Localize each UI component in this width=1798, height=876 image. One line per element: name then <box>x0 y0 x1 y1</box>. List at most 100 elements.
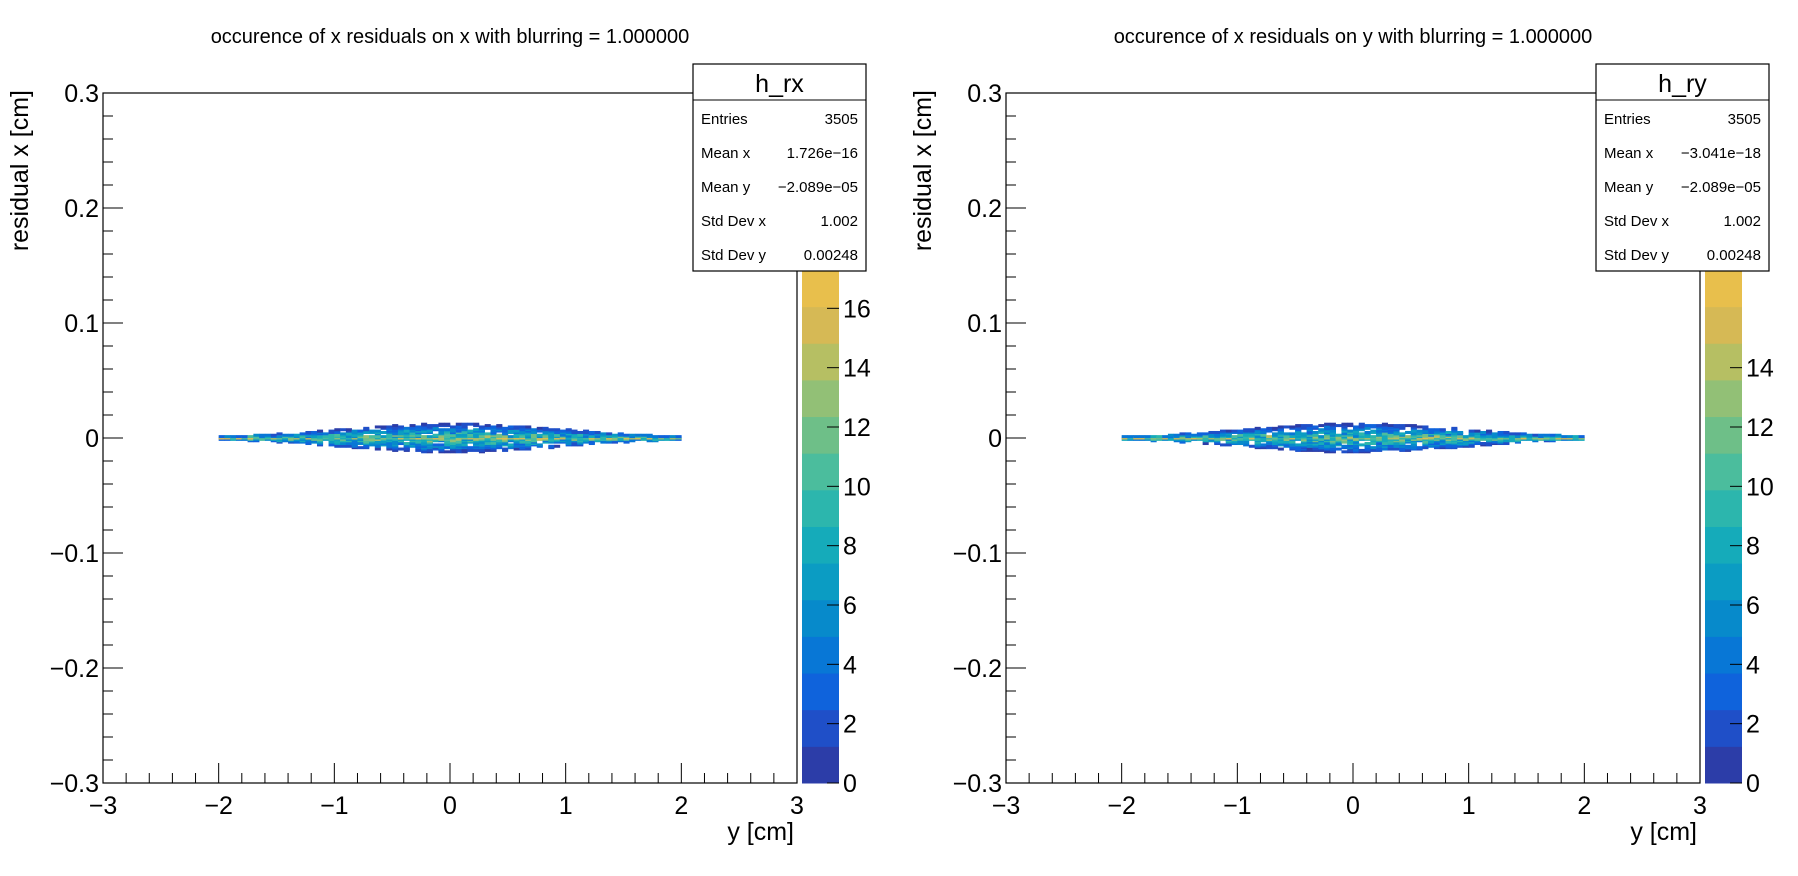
heatmap-cell <box>1162 435 1169 439</box>
heatmap-cell <box>421 442 428 446</box>
heatmap-cell <box>496 446 503 450</box>
heatmap-cell <box>1139 435 1146 439</box>
heatmap-cell <box>1393 424 1400 428</box>
heatmap-cell <box>536 433 543 437</box>
heatmap-cell <box>1202 435 1209 439</box>
colorbar-segment <box>1705 526 1742 564</box>
colorbar-tick-label: 12 <box>843 414 871 442</box>
heatmap-cell <box>438 443 445 447</box>
heatmap-cell <box>502 432 509 436</box>
heatmap-cell <box>299 432 306 436</box>
heatmap-cell <box>438 422 445 426</box>
heatmap-cell <box>438 435 445 439</box>
colorbar-segment <box>802 343 839 381</box>
heatmap-cell <box>1445 444 1452 448</box>
heatmap-cell <box>1358 443 1365 447</box>
heatmap-cell <box>1231 435 1238 439</box>
heatmap-cell <box>542 430 549 434</box>
heatmap-cell <box>1295 424 1302 428</box>
heatmap-cell <box>1520 432 1527 436</box>
colorbar-segment <box>1705 453 1742 491</box>
heatmap-cell <box>363 426 370 430</box>
stats-value: −2.089e−05 <box>778 179 858 196</box>
heatmap-cell <box>1347 429 1354 433</box>
colorbar-tick-label: 4 <box>843 651 857 679</box>
heatmap-cell <box>1497 430 1504 434</box>
heatmap-cell <box>340 432 347 436</box>
heatmap-cell <box>438 446 445 450</box>
heatmap-cell <box>1555 433 1562 437</box>
heatmap-cell <box>218 435 225 439</box>
heatmap-cell <box>397 447 405 451</box>
heatmap-cell <box>455 443 462 447</box>
heatmap-cell <box>1364 430 1371 434</box>
heatmap-cell <box>1179 432 1186 436</box>
heatmap-cell <box>1248 428 1255 432</box>
colorbar-segment <box>802 563 839 601</box>
heatmap-cell <box>316 429 324 433</box>
heatmap-cell <box>1219 429 1227 433</box>
heatmap-cell <box>1410 424 1417 428</box>
heatmap-cell <box>473 448 480 452</box>
heatmap-cell <box>467 422 474 426</box>
y-tick-label: −0.3 <box>50 770 99 798</box>
heatmap-cell <box>1457 435 1464 439</box>
heatmap-cell <box>363 444 370 448</box>
heatmap-cell <box>1324 444 1331 448</box>
heatmap-cell <box>588 430 595 434</box>
heatmap-cell <box>611 433 619 437</box>
heatmap-cell <box>450 442 457 446</box>
heatmap-cell <box>1225 429 1232 433</box>
heatmap-cell <box>484 448 491 452</box>
heatmap-cell <box>1289 443 1296 447</box>
colorbar-segment <box>1705 379 1742 418</box>
heatmap-cell <box>1381 422 1388 426</box>
heatmap-cell <box>467 429 474 433</box>
heatmap-cell <box>1260 433 1267 437</box>
heatmap-cell <box>1283 425 1290 429</box>
heatmap-cell <box>1439 428 1446 432</box>
heatmap-cell <box>484 426 491 430</box>
colorbar-segment <box>802 709 839 747</box>
heatmap-cell <box>345 432 352 436</box>
heatmap-cell <box>502 426 509 430</box>
heatmap-cell <box>345 428 352 432</box>
heatmap-cell <box>461 443 468 447</box>
heatmap-cell <box>247 435 254 439</box>
heatmap-cell <box>1202 442 1209 446</box>
heatmap-cell <box>455 433 462 437</box>
colorbar-tick-label: 0 <box>1746 770 1760 798</box>
heatmap-cell <box>357 446 364 450</box>
heatmap-cell <box>1295 435 1302 439</box>
heatmap-cell <box>490 429 497 433</box>
colorbar-tick-label: 10 <box>843 473 871 501</box>
heatmap-cell <box>1289 440 1296 444</box>
heatmap-cell <box>1312 433 1319 437</box>
colorbar-segment <box>1705 269 1742 308</box>
heatmap-cell <box>1381 447 1388 451</box>
heatmap-cell <box>1457 430 1464 434</box>
heatmap-cell <box>345 435 352 439</box>
colorbar-tick-label: 8 <box>1746 533 1760 561</box>
heatmap-cell <box>652 435 659 439</box>
heatmap-cell <box>282 433 289 437</box>
heatmap-cell <box>1144 435 1151 439</box>
heatmap-cell <box>241 435 248 439</box>
heatmap-cell <box>1329 447 1336 451</box>
heatmap-cell <box>1260 443 1267 447</box>
heatmap-cell <box>461 433 468 437</box>
x-tick-label: −2 <box>204 792 233 820</box>
heatmap-cell <box>426 448 433 452</box>
x-tick-label: −2 <box>1107 792 1136 820</box>
heatmap-cell <box>1486 435 1493 439</box>
heatmap-cell <box>473 442 480 446</box>
heatmap-cell <box>1341 440 1348 444</box>
heatmap-cell <box>1376 429 1383 433</box>
heatmap-cell <box>1387 440 1394 444</box>
x-tick-label: 1 <box>559 792 573 820</box>
y-tick-label: 0.1 <box>64 310 99 338</box>
heatmap-cell <box>340 444 347 448</box>
x-tick-label: 2 <box>674 792 688 820</box>
heatmap-cell <box>1237 429 1244 433</box>
colorbar-segment <box>1705 746 1742 784</box>
